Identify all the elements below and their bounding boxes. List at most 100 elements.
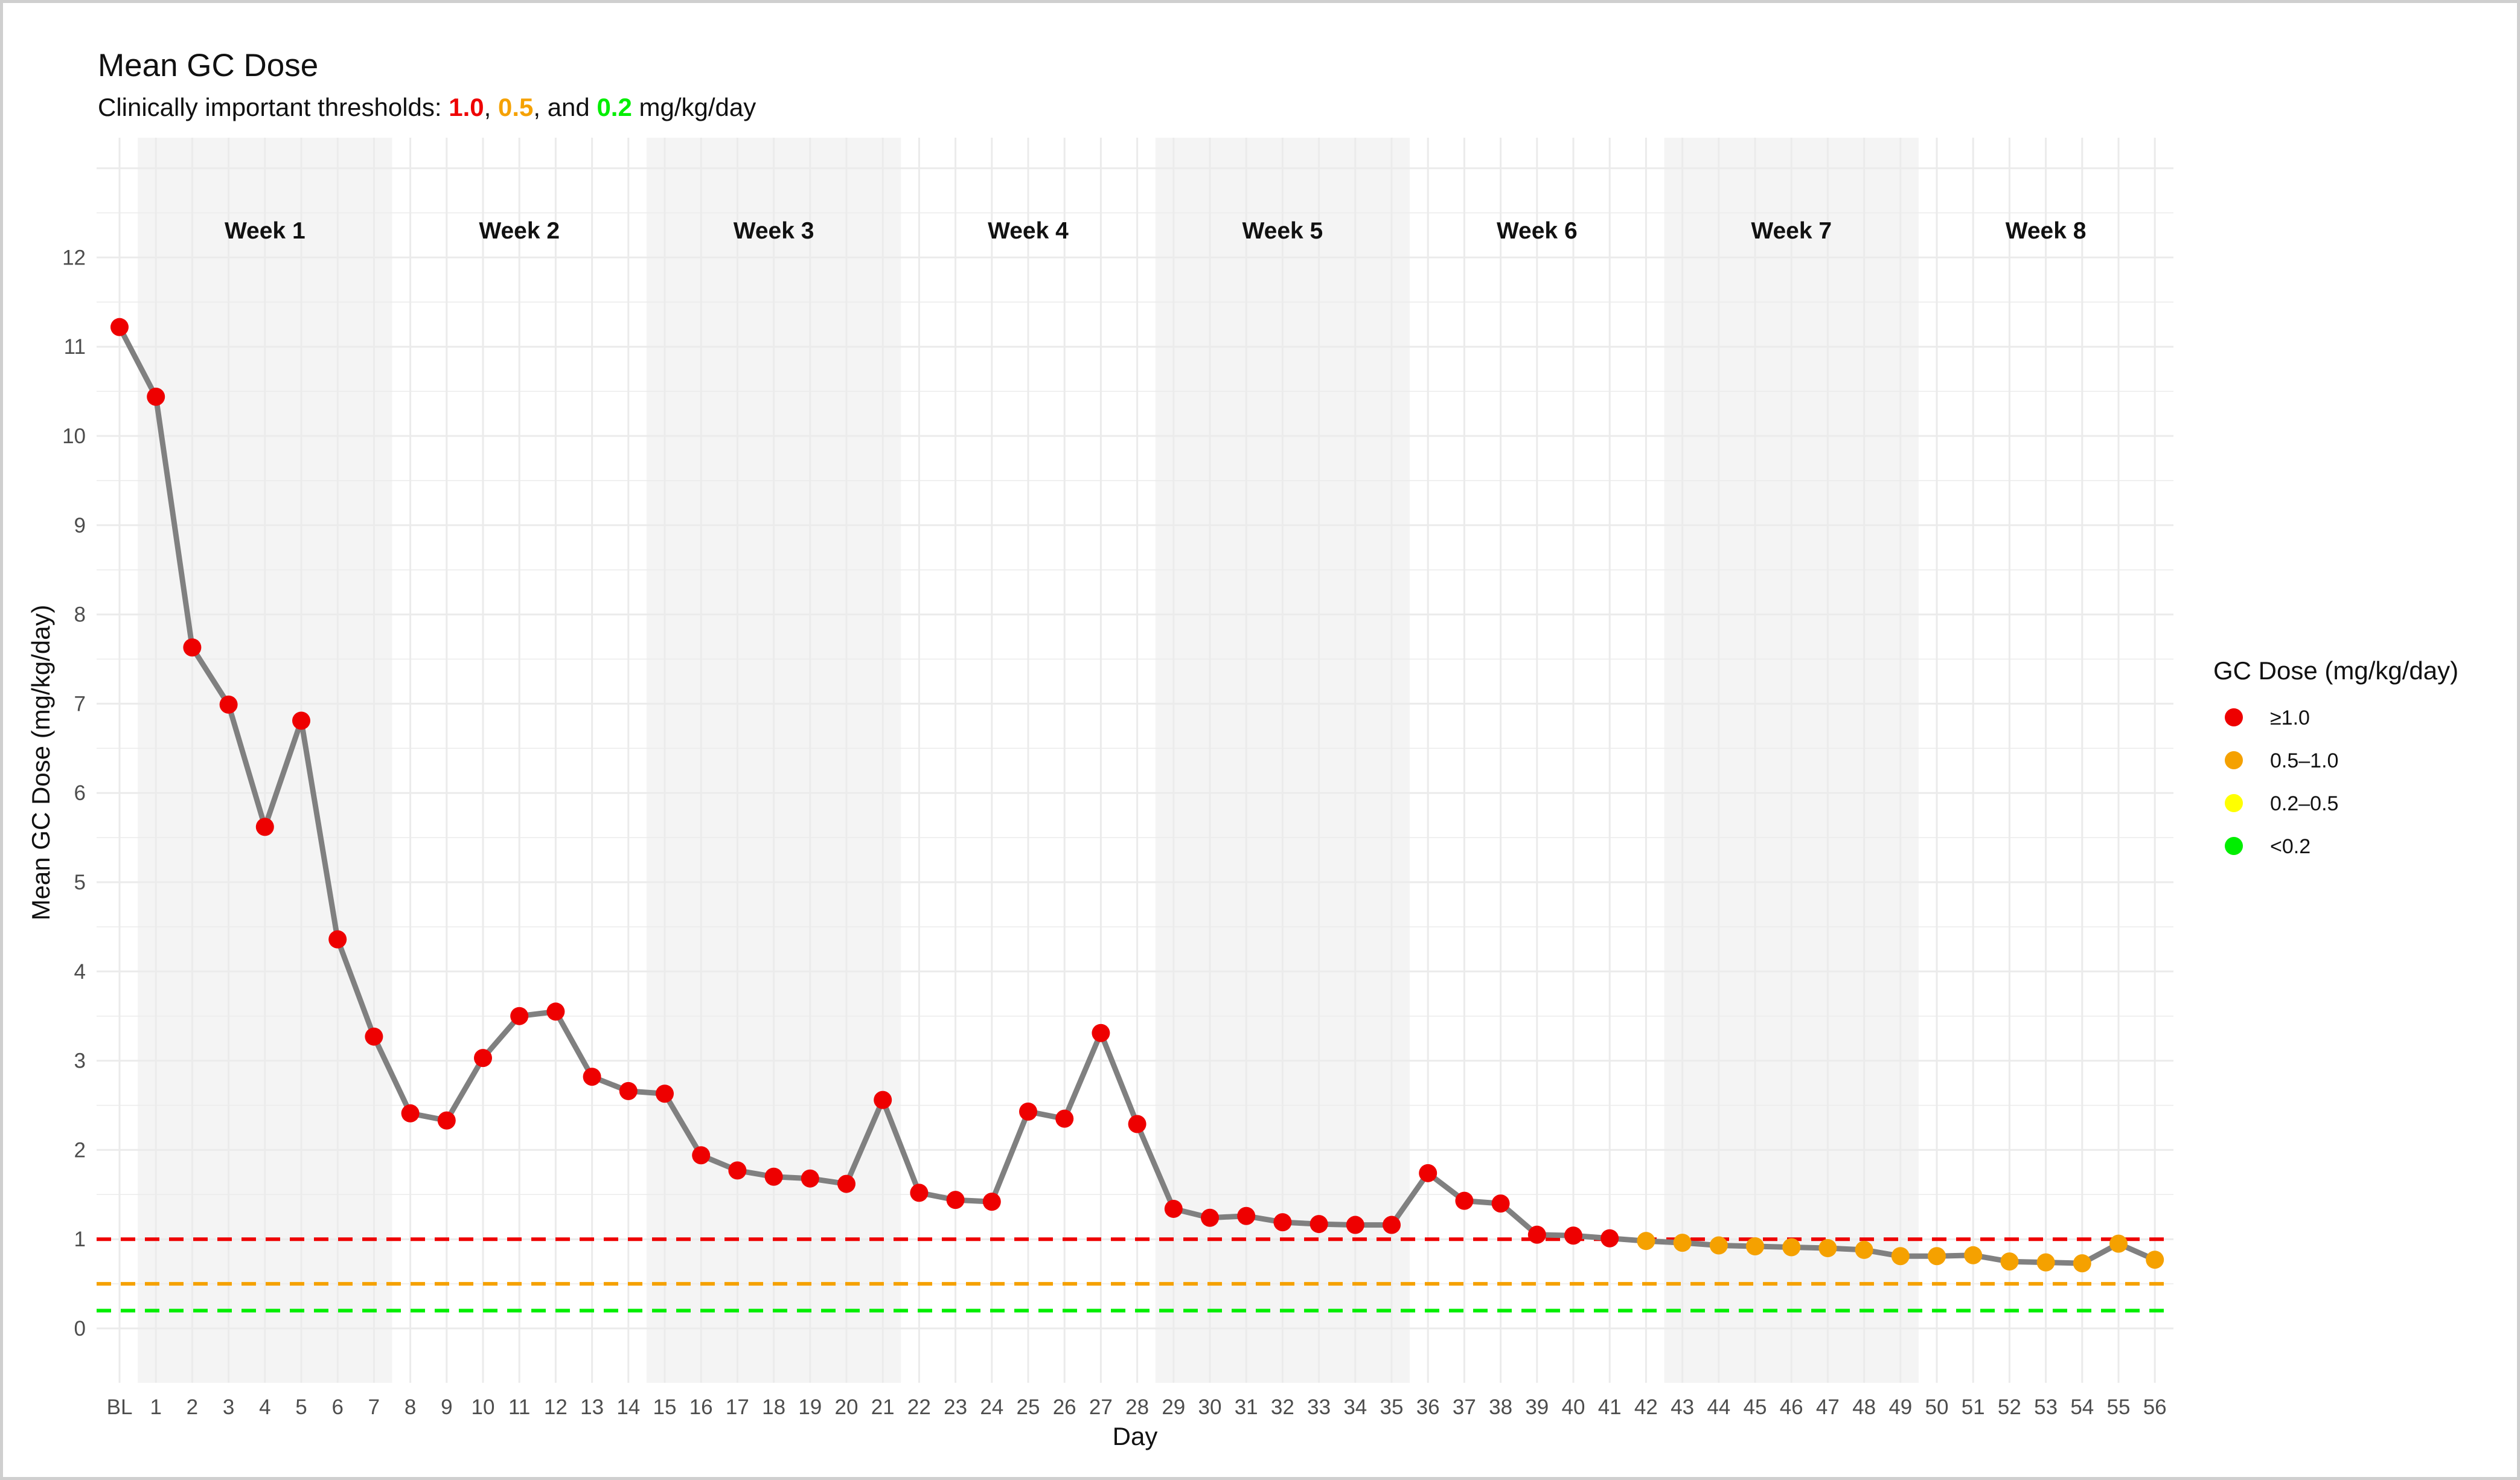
x-tick-label: 51	[1962, 1395, 1985, 1419]
data-point-34	[1346, 1216, 1364, 1234]
y-tick-label: 0	[74, 1317, 86, 1341]
chart-subtitle: Clinically important thresholds: 1.0, 0.…	[98, 93, 756, 122]
y-tick-label: 1	[74, 1228, 86, 1251]
data-point-25	[1019, 1102, 1037, 1121]
x-tick-label: 2	[187, 1395, 198, 1419]
legend-key-3	[2225, 794, 2243, 812]
x-tick-label: 40	[1562, 1395, 1585, 1419]
subtitle-sep1: ,	[484, 93, 498, 121]
y-tick-label: 3	[74, 1049, 86, 1073]
data-point-3	[219, 695, 238, 714]
data-point-24	[982, 1193, 1001, 1211]
x-tick-label: 44	[1707, 1395, 1730, 1419]
x-tick-label: 6	[331, 1395, 343, 1419]
data-point-5	[292, 711, 310, 730]
data-point-6	[328, 930, 347, 949]
data-point-30	[1201, 1208, 1219, 1227]
week-label-7: Week 7	[1751, 218, 1832, 244]
x-tick-label: 49	[1888, 1395, 1912, 1419]
data-point-53	[2036, 1253, 2055, 1272]
data-point-10	[474, 1049, 492, 1068]
week-label-3: Week 3	[734, 218, 814, 244]
data-point-7	[365, 1027, 383, 1046]
series-points	[110, 318, 2164, 1273]
week-label-5: Week 5	[1242, 218, 1323, 244]
x-tick-label: 3	[223, 1395, 234, 1419]
x-tick-label: 55	[2107, 1395, 2131, 1419]
data-point-44	[1709, 1236, 1728, 1255]
x-tick-label: 41	[1598, 1395, 1622, 1419]
x-tick-label: 21	[871, 1395, 895, 1419]
y-tick-label: 10	[62, 424, 86, 448]
x-tick-label: 19	[798, 1395, 822, 1419]
y-tick-label: 9	[74, 514, 86, 537]
x-tick-label: 42	[1634, 1395, 1658, 1419]
legend-label-2: 0.5–1.0	[2270, 749, 2338, 772]
x-tick-label: 39	[1525, 1395, 1549, 1419]
data-point-15	[656, 1084, 674, 1103]
x-tick-label: 36	[1416, 1395, 1440, 1419]
subtitle-suffix: mg/kg/day	[632, 93, 756, 121]
data-point-45	[1746, 1237, 1764, 1256]
x-tick-label: 45	[1744, 1395, 1767, 1419]
x-tick-label: 33	[1307, 1395, 1331, 1419]
data-point-23	[946, 1191, 965, 1209]
data-point-13	[583, 1068, 601, 1086]
legend-title: GC Dose (mg/kg/day)	[2213, 656, 2458, 685]
x-tick-label: 47	[1816, 1395, 1840, 1419]
data-point-14	[619, 1081, 638, 1100]
subtitle-prefix: Clinically important thresholds:	[98, 93, 449, 121]
threshold-lines	[97, 1237, 2173, 1313]
data-point-47	[1818, 1238, 1837, 1257]
x-tick-label: 1	[150, 1395, 161, 1419]
x-tick-label: 10	[472, 1395, 495, 1419]
x-tick-label: 43	[1671, 1395, 1694, 1419]
data-point-52	[2000, 1252, 2019, 1271]
y-tick-label: 12	[62, 246, 86, 269]
x-tick-label: 9	[441, 1395, 452, 1419]
data-point-20	[837, 1174, 855, 1193]
data-point-35	[1383, 1216, 1401, 1234]
x-tick-label: 48	[1852, 1395, 1876, 1419]
x-tick-label: 28	[1125, 1395, 1149, 1419]
data-point-49	[1891, 1247, 1910, 1266]
data-point-43	[1673, 1234, 1692, 1252]
data-point-16	[692, 1146, 711, 1165]
week-label-6: Week 6	[1497, 218, 1578, 244]
week-label-1: Week 1	[225, 218, 305, 244]
x-tick-label: 27	[1089, 1395, 1113, 1419]
data-point-39	[1527, 1225, 1546, 1244]
legend-key-4	[2225, 837, 2243, 855]
data-point-1	[147, 387, 165, 406]
x-tick-label: BL	[107, 1395, 133, 1419]
x-tick-label: 5	[295, 1395, 307, 1419]
data-point-33	[1310, 1215, 1328, 1234]
legend-key-2	[2225, 751, 2243, 769]
week-label-4: Week 4	[988, 218, 1069, 244]
x-tick-label: 35	[1380, 1395, 1404, 1419]
week-labels: Week 1 Week 2 Week 3 Week 4 Week 5 Week 6 Week…	[225, 218, 2087, 244]
x-tick-label: 56	[2143, 1395, 2167, 1419]
data-point-21	[874, 1091, 892, 1109]
data-point-42	[1637, 1232, 1655, 1251]
x-tick-label: 31	[1235, 1395, 1258, 1419]
data-point-22	[910, 1184, 929, 1202]
x-tick-label: 14	[616, 1395, 640, 1419]
x-tick-label: 24	[980, 1395, 1003, 1419]
y-tick-label: 5	[74, 871, 86, 894]
data-point-38	[1491, 1194, 1510, 1213]
data-point-31	[1237, 1206, 1256, 1225]
data-point-27	[1092, 1024, 1110, 1042]
week-label-2: Week 2	[479, 218, 560, 244]
data-point-28	[1128, 1115, 1146, 1133]
x-tick-label: 11	[508, 1395, 530, 1419]
legend: GC Dose (mg/kg/day) ≥1.0 0.5–1.0 0.2–0.5 <0…	[2213, 656, 2458, 858]
x-tick-label: 29	[1162, 1395, 1185, 1419]
data-point-46	[1782, 1238, 1801, 1257]
legend-label-4: <0.2	[2270, 835, 2311, 858]
data-point-36	[1419, 1164, 1437, 1182]
data-point-17	[728, 1161, 747, 1180]
data-point-48	[1855, 1240, 1873, 1259]
x-tick-label: 23	[944, 1395, 967, 1419]
